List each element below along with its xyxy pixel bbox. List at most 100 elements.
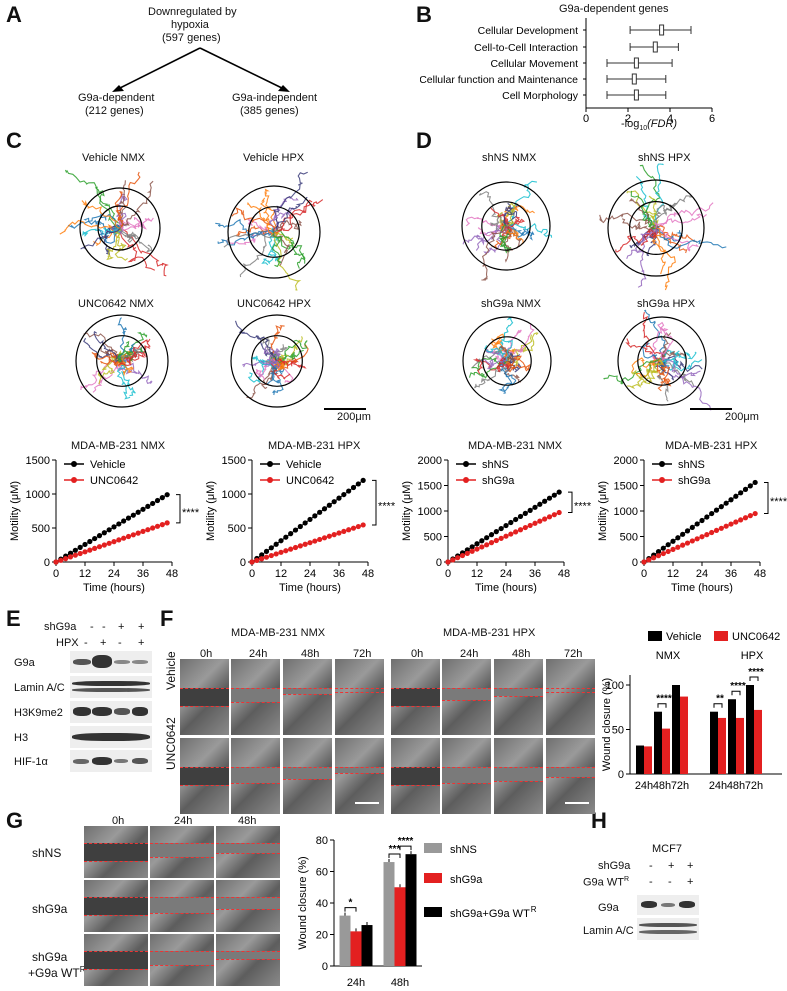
mot-point <box>670 546 676 552</box>
mot-xtick-label: 0 <box>641 568 647 580</box>
cell-track <box>119 227 153 253</box>
cell-track <box>503 202 514 227</box>
wound-micrograph <box>231 738 280 814</box>
wound-gap <box>283 688 332 694</box>
mot-point <box>150 500 156 507</box>
track-title-d2: shNS HPX <box>638 152 691 164</box>
cell-track <box>254 358 278 380</box>
mot-xlabel: Time (hours) <box>475 582 537 594</box>
mot-point <box>537 501 543 507</box>
mot-point <box>130 512 136 518</box>
mot-point <box>508 519 514 526</box>
wound-gap <box>180 767 229 785</box>
mot-ytick-label: 1500 <box>26 455 50 467</box>
mot-point <box>655 553 662 559</box>
b-median-marker <box>659 24 665 36</box>
mot-point <box>532 520 538 526</box>
cell-track <box>271 360 284 396</box>
b-xtick-label: 0 <box>583 113 589 125</box>
mot-xtick-label: 24 <box>500 568 512 580</box>
cell-track <box>115 171 141 229</box>
mot-point <box>747 513 753 519</box>
f-bar <box>662 728 670 774</box>
cell-track <box>490 339 516 362</box>
mot-xtick-label: 24 <box>304 568 316 580</box>
mot-point <box>341 491 347 498</box>
track-title-d4: shG9a HPX <box>637 298 696 310</box>
track-inner-circle <box>628 200 683 255</box>
b-median-marker <box>652 41 658 53</box>
mot-point <box>288 546 294 552</box>
wound-edge-line <box>150 857 214 858</box>
wound-edge-line <box>180 767 229 768</box>
wound-micrograph <box>391 659 440 735</box>
mot-point <box>542 516 548 522</box>
mot-point <box>92 535 98 542</box>
cell-track <box>643 309 666 362</box>
mot-point <box>445 559 451 565</box>
mot-point <box>742 486 749 492</box>
b-category-label: Cellular function and Maintenance <box>420 74 578 86</box>
mot-point <box>680 531 686 537</box>
wound-micrograph <box>180 659 229 735</box>
cell-track <box>505 324 535 362</box>
tree-right-line2: (385 genes) <box>240 105 299 117</box>
mot-point <box>346 488 352 494</box>
f-sig-bracket <box>731 690 741 696</box>
track-inner-circle <box>637 336 687 386</box>
wound-micrograph <box>84 826 148 878</box>
mot-point <box>87 547 93 553</box>
cell-track <box>117 317 128 365</box>
blot-e-label-g9a: G9a <box>14 657 35 669</box>
tree-root-line1: Downregulated by <box>148 6 237 18</box>
mot-point <box>288 531 294 537</box>
mot-point <box>752 479 758 486</box>
wound-edge-line <box>283 688 332 689</box>
cell-track <box>501 316 514 362</box>
wound-edge-line <box>391 706 440 707</box>
panel-label-d: D <box>416 128 432 153</box>
cell-track <box>661 354 703 373</box>
mot-sig-label: **** <box>770 496 787 508</box>
mot-xtick-label: 24 <box>696 568 708 580</box>
mot-ytick-label: 0 <box>240 557 246 569</box>
wound-gap <box>84 843 148 861</box>
cell-track <box>499 224 524 246</box>
wound-edge-line <box>180 706 229 707</box>
cell-track <box>640 227 658 246</box>
mot-point <box>488 540 495 546</box>
blot-e-strip-lamin <box>70 676 152 698</box>
mot-point <box>670 538 676 544</box>
f-bar <box>710 711 718 774</box>
g-row-rescue-2: +G9a WTR <box>28 965 85 980</box>
mot-point <box>302 541 308 547</box>
cell-track <box>480 358 508 370</box>
cell-track <box>653 195 693 229</box>
mot-ytick-label: 500 <box>620 532 638 544</box>
g-time-24: 24h <box>174 815 193 827</box>
mot-point <box>527 507 533 513</box>
mot-point <box>684 540 691 546</box>
wound-micrograph <box>180 738 229 814</box>
mot-point <box>665 542 671 548</box>
f-sig-label: **** <box>730 681 746 692</box>
cell-track <box>504 222 553 238</box>
mot-ytick-label: 1500 <box>418 481 442 493</box>
mot-point <box>508 531 514 537</box>
f-row-unc0642: UNC0642 <box>164 717 178 770</box>
wound-gap <box>216 897 280 909</box>
mot-point <box>67 550 74 556</box>
cell-track <box>651 227 676 291</box>
f-time-hpx-24: 24h <box>460 648 479 660</box>
scale-bar-c <box>324 408 366 410</box>
b-xtick-label: 4 <box>667 113 673 125</box>
mot-point <box>77 544 83 550</box>
wound-edge-line <box>442 688 491 689</box>
cell-track <box>223 231 275 248</box>
mot-point <box>484 542 490 548</box>
panel-label-h: H <box>591 808 607 833</box>
mot-point <box>513 516 519 523</box>
mot-sig-bracket <box>568 491 573 514</box>
wound-gap <box>216 951 280 959</box>
